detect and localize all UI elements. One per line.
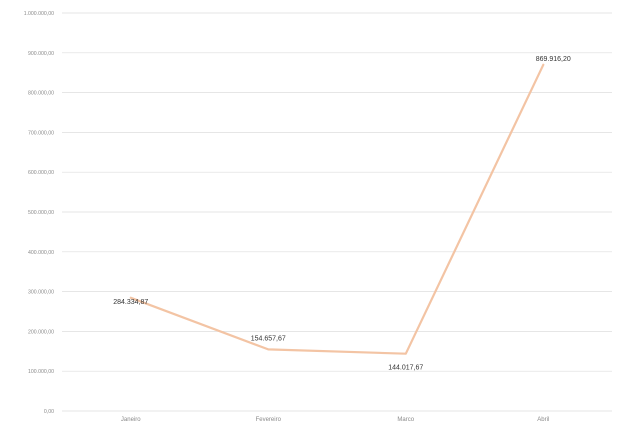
data-label-3: 144.017,67 (388, 365, 423, 372)
y-tick-label: 200.000,00 (28, 329, 54, 335)
y-tick-label: 300.000,00 (28, 290, 54, 296)
y-tick-label: 1.000.000,00 (24, 11, 54, 17)
data-label-4: 869.916,20 (536, 56, 571, 63)
data-point-3 (404, 352, 407, 355)
y-tick-label: 0,00 (44, 409, 54, 415)
data-point-2 (267, 348, 270, 351)
y-tick-label: 100.000,00 (28, 369, 54, 375)
data-point-1 (129, 297, 132, 299)
x-tick-label: Março (397, 417, 414, 421)
data-point-4 (542, 63, 545, 66)
series-line (129, 63, 545, 355)
data-label-2: 154.657,67 (251, 335, 286, 342)
y-tick-label: 800.000,00 (28, 91, 54, 97)
data-label-1: 284.334,87 (113, 299, 148, 306)
y-tick-label: 600.000,00 (28, 170, 54, 176)
x-tick-label: Janeiro (121, 417, 141, 421)
y-tick-label: 700.000,00 (28, 130, 54, 136)
y-tick-label: 400.000,00 (28, 250, 54, 256)
x-tick-label: Abril (537, 417, 549, 421)
x-tick-label: Fevereiro (256, 417, 282, 421)
y-tick-label: 500.000,00 (28, 210, 54, 216)
y-tick-label: 900.000,00 (28, 51, 54, 57)
